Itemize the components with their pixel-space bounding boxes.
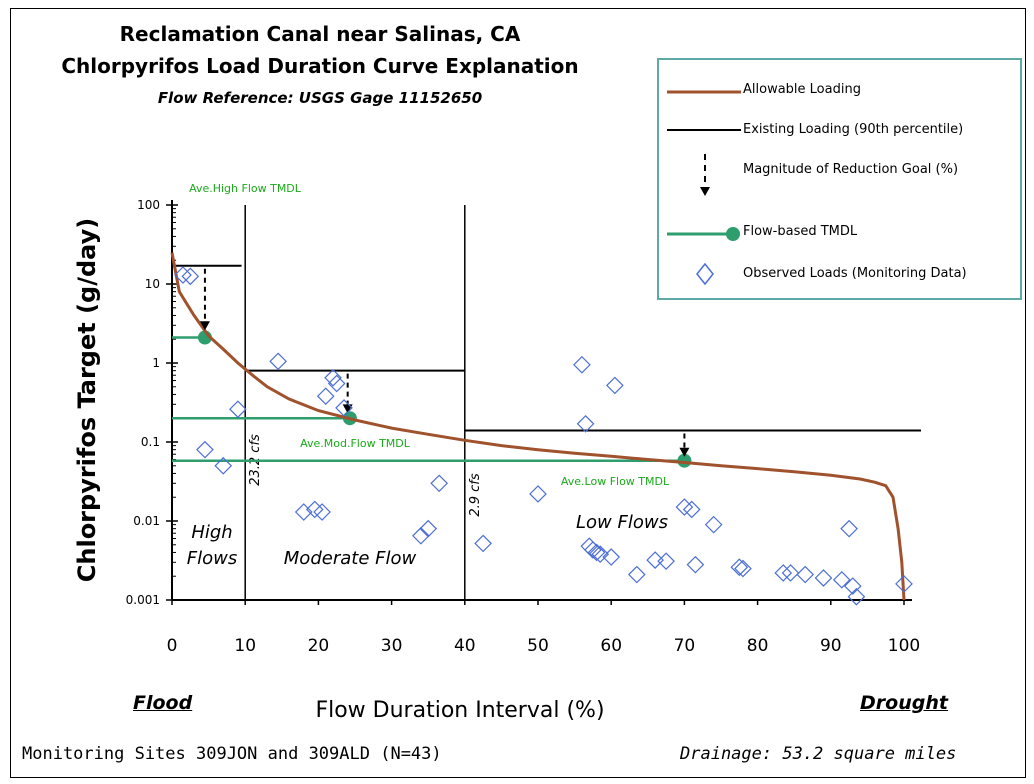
drought-label: Drought: [860, 692, 948, 714]
observed-load-point: [814, 569, 833, 587]
observed-load-point: [682, 500, 701, 519]
observed-load-point: [843, 577, 862, 595]
legend-label-observed: Observed Loads (Monitoring Data): [743, 266, 967, 281]
observed-load-point: [576, 414, 595, 433]
x-tick-label: 20: [308, 636, 330, 656]
observed-load-point: [419, 519, 438, 538]
y-tick-label: 1: [152, 356, 160, 370]
observed-load-point: [832, 570, 851, 589]
observed-load-point: [847, 587, 866, 606]
blue-diamond-icon: [696, 262, 714, 286]
legend-label-reduction: Magnitude of Reduction Goal (%): [743, 162, 959, 177]
observed-load-point: [474, 534, 492, 553]
reduction-arrow-head: [679, 447, 690, 457]
observed-load-point: [796, 565, 815, 584]
observed-load-point: [269, 352, 287, 371]
chart-legend: Allowable Loading Existing Loading (90th…: [657, 58, 1022, 300]
observed-load-point: [294, 503, 313, 521]
x-tick-label: 30: [381, 636, 403, 656]
observed-load-point: [430, 474, 449, 493]
x-axis-label: Flow Duration Interval (%): [315, 698, 604, 723]
y-tick-label: 0.01: [133, 514, 160, 528]
observed-load-point: [174, 266, 192, 284]
legend-item-reduction: Magnitude of Reduction Goal (%): [659, 154, 1020, 200]
x-tick-label: 10: [234, 636, 256, 656]
monitoring-sites-note: Monitoring Sites 309JON and 309ALD (N=43…: [22, 744, 442, 764]
observed-load-point: [704, 515, 723, 534]
observed-load-point: [602, 548, 621, 566]
allowable-loading-curve: [170, 252, 906, 601]
zone-label-high-2: Flows: [187, 548, 237, 569]
observed-load-point: [181, 267, 200, 286]
observed-load-point: [529, 485, 547, 503]
brown-line-icon: [667, 90, 741, 94]
zone-label-high: High: [191, 522, 232, 543]
observed-load-point: [686, 555, 705, 574]
zone-label-low: Low Flows: [576, 512, 668, 533]
legend-label-tmdl: Flow-based TMDL: [743, 224, 858, 239]
chart-title-line2: Chlorpyrifos Load Duration Curve Explana…: [61, 54, 579, 78]
black-line-icon: [667, 129, 741, 131]
y-tick-label: 0.001: [126, 593, 160, 607]
observed-load-point: [774, 564, 793, 582]
x-tick-label: 50: [527, 636, 549, 656]
observed-load-point: [646, 551, 664, 569]
drainage-note: Drainage: 53.2 square miles: [680, 744, 957, 764]
y-tick-label: 0.1: [141, 435, 160, 449]
observed-load-point: [327, 374, 346, 393]
observed-load-point: [214, 456, 233, 475]
observed-load-point: [606, 376, 624, 395]
observed-load-point: [627, 565, 646, 584]
observed-load-point: [730, 558, 749, 577]
x-tick-label: 90: [820, 636, 842, 656]
observed-load-point: [675, 498, 694, 516]
legend-label-existing: Existing Loading (90th percentile): [743, 122, 964, 137]
figure-frame: [10, 8, 1026, 778]
tmdl-label: Ave.High Flow TMDL: [189, 182, 302, 195]
chart-subtitle: Flow Reference: USGS Gage 11152650: [157, 89, 483, 107]
x-tick-label: 0: [167, 636, 178, 656]
green-line-dot-icon: [667, 227, 740, 241]
observed-load-point: [316, 387, 335, 406]
observed-load-point: [313, 503, 331, 521]
observed-load-point: [324, 368, 342, 387]
x-tick-label: 80: [747, 636, 769, 656]
legend-item-existing: Existing Loading (90th percentile): [659, 114, 1020, 148]
observed-load-point: [587, 543, 606, 562]
flood-label: Flood: [133, 692, 193, 714]
x-tick-label: 70: [674, 636, 696, 656]
observed-load-point: [229, 400, 247, 419]
observed-load-point: [895, 575, 913, 593]
observed-load-point: [335, 399, 353, 417]
observed-load-point: [584, 541, 602, 559]
observed-load-point: [573, 355, 591, 374]
legend-item-tmdl: Flow-based TMDL: [659, 216, 1020, 250]
observed-load-point: [196, 440, 214, 459]
zone-boundary-label: 2.9 cfs: [468, 473, 483, 517]
y-tick-label: 100: [137, 198, 160, 212]
observed-load-point: [412, 526, 430, 545]
y-tick-label: 10: [145, 277, 160, 291]
observed-load-point: [734, 559, 752, 578]
zone-label-moderate: Moderate Flow: [284, 548, 417, 569]
y-axis-label: Chlorpyrifos Target (g/day): [73, 218, 101, 582]
legend-item-observed: Observed Loads (Monitoring Data): [659, 258, 1020, 292]
observed-load-point: [840, 519, 858, 538]
observed-load-point: [657, 552, 675, 571]
tmdl-label: Ave.Mod.Flow TMDL: [300, 437, 411, 450]
reduction-arrow-head: [199, 321, 210, 331]
observed-load-point: [781, 564, 800, 582]
dashed-arrow-icon: [700, 154, 710, 196]
x-tick-label: 100: [888, 636, 920, 656]
tmdl-label: Ave.Low Flow TMDL: [561, 475, 670, 488]
x-tick-label: 40: [454, 636, 476, 656]
x-tick-label: 60: [600, 636, 622, 656]
chart-title-line1: Reclamation Canal near Salinas, CA: [119, 22, 521, 46]
legend-item-allowable: Allowable Loading: [659, 74, 1020, 108]
observed-load-point: [591, 545, 610, 564]
legend-label-allowable: Allowable Loading: [743, 82, 861, 97]
